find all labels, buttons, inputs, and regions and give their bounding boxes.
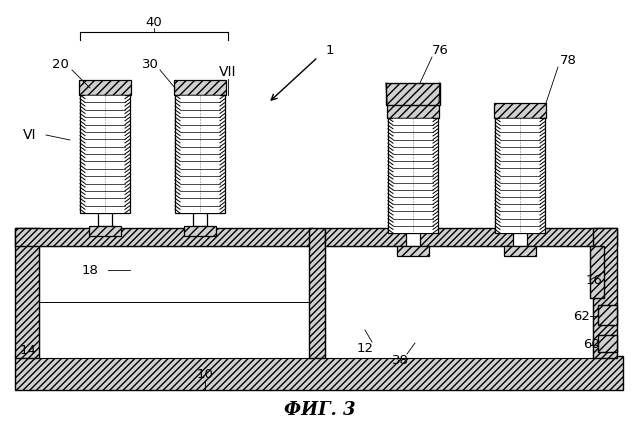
Bar bbox=[15, 228, 313, 246]
Bar bbox=[325, 246, 593, 358]
Text: ФИГ. 3: ФИГ. 3 bbox=[284, 401, 356, 419]
Bar bbox=[15, 228, 39, 358]
Bar bbox=[175, 95, 225, 213]
Text: 62: 62 bbox=[573, 310, 591, 323]
Bar bbox=[180, 95, 220, 213]
Bar bbox=[397, 246, 429, 256]
Bar bbox=[598, 305, 617, 325]
Bar bbox=[513, 233, 527, 246]
Bar bbox=[174, 80, 226, 95]
Bar bbox=[504, 246, 536, 256]
Text: 14: 14 bbox=[20, 343, 36, 357]
Bar bbox=[15, 356, 623, 390]
Bar bbox=[598, 335, 617, 352]
Bar bbox=[406, 233, 420, 246]
Text: 10: 10 bbox=[196, 368, 213, 380]
Bar bbox=[387, 103, 439, 118]
Bar bbox=[79, 80, 131, 95]
Text: 16: 16 bbox=[586, 273, 602, 287]
Text: 20: 20 bbox=[52, 59, 68, 72]
Text: 40: 40 bbox=[146, 16, 163, 28]
Bar bbox=[386, 83, 440, 105]
Bar bbox=[89, 226, 121, 236]
Bar bbox=[495, 118, 545, 233]
Text: 38: 38 bbox=[392, 354, 408, 366]
Bar bbox=[309, 228, 325, 358]
Bar bbox=[184, 226, 216, 236]
Bar bbox=[85, 95, 125, 213]
Bar bbox=[494, 103, 546, 118]
Bar bbox=[80, 95, 130, 213]
Bar bbox=[590, 246, 604, 298]
Bar bbox=[500, 118, 540, 233]
Text: 76: 76 bbox=[431, 44, 449, 56]
Text: 60: 60 bbox=[584, 338, 600, 351]
Bar bbox=[388, 118, 438, 233]
Bar bbox=[593, 228, 617, 358]
Text: 12: 12 bbox=[356, 341, 374, 354]
Text: VII: VII bbox=[220, 65, 237, 79]
Text: 18: 18 bbox=[81, 263, 99, 276]
Bar bbox=[393, 118, 433, 233]
Text: 30: 30 bbox=[141, 59, 159, 72]
Text: 1: 1 bbox=[326, 44, 334, 56]
Text: 78: 78 bbox=[559, 53, 577, 67]
Bar bbox=[39, 246, 311, 358]
Bar bbox=[98, 213, 112, 226]
Bar bbox=[193, 213, 207, 226]
Text: VI: VI bbox=[23, 128, 36, 142]
Bar bbox=[325, 228, 617, 246]
